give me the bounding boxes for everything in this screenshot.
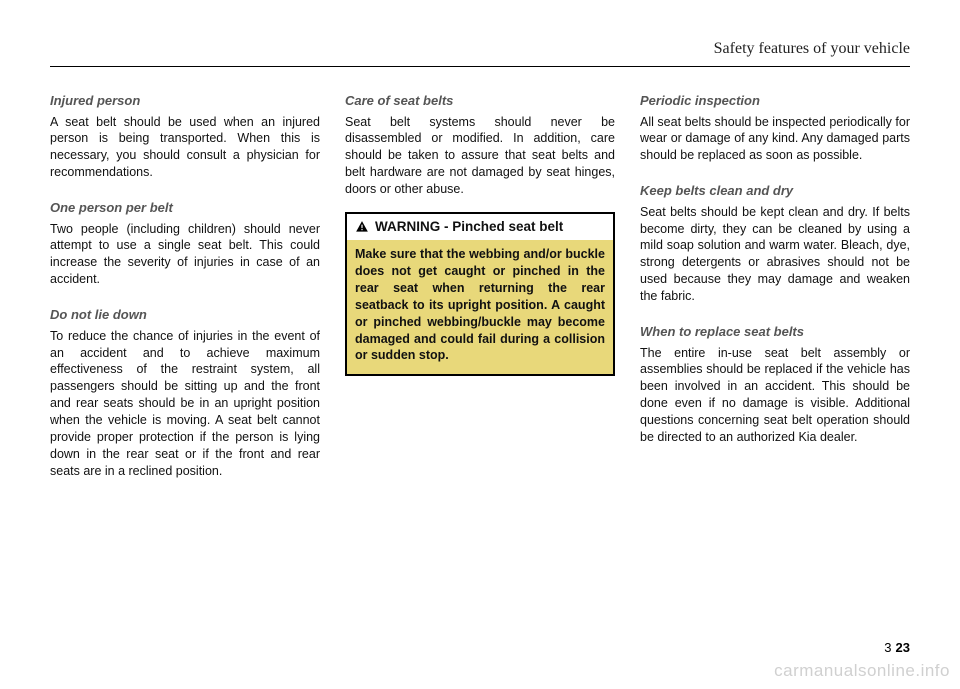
section-heading: Keep belts clean and dry xyxy=(640,182,910,200)
column-right: Periodic inspection All seat belts shoul… xyxy=(640,92,910,480)
manual-page: Safety features of your vehicle Injured … xyxy=(0,0,960,689)
page-header: Safety features of your vehicle xyxy=(50,40,910,67)
watermark: carmanualsonline.info xyxy=(774,661,950,681)
warning-box: WARNING - Pinched seat belt Make sure th… xyxy=(345,212,615,376)
section-heading: When to replace seat belts xyxy=(640,323,910,341)
section-body: Seat belt systems should never be disass… xyxy=(345,114,615,198)
content-columns: Injured person A seat belt should be use… xyxy=(50,92,910,480)
section-number: 3 xyxy=(884,640,891,655)
section-heading: One person per belt xyxy=(50,199,320,217)
section-heading: Periodic inspection xyxy=(640,92,910,110)
page-footer: 3 23 xyxy=(884,640,910,655)
section-body: Seat belts should be kept clean and dry.… xyxy=(640,204,910,305)
section-body: A seat belt should be used when an injur… xyxy=(50,114,320,182)
column-center: Care of seat belts Seat belt systems sho… xyxy=(345,92,615,480)
warning-icon xyxy=(355,220,369,234)
section-heading: Injured person xyxy=(50,92,320,110)
chapter-title: Safety features of your vehicle xyxy=(714,40,910,57)
section-heading: Care of seat belts xyxy=(345,92,615,110)
warning-title: Pinched seat belt xyxy=(452,219,563,234)
section-heading: Do not lie down xyxy=(50,306,320,324)
column-left: Injured person A seat belt should be use… xyxy=(50,92,320,480)
section-body: All seat belts should be inspected perio… xyxy=(640,114,910,165)
warning-body: Make sure that the webbing and/or buckle… xyxy=(347,240,613,374)
page-number: 23 xyxy=(896,640,910,655)
section-body: To reduce the chance of injuries in the … xyxy=(50,328,320,480)
warning-title-wrap: WARNING - Pinched seat belt xyxy=(375,218,605,236)
section-body: The entire in-use seat belt assembly or … xyxy=(640,345,910,446)
warning-label: WARNING - xyxy=(375,219,449,234)
warning-header: WARNING - Pinched seat belt xyxy=(347,214,613,240)
section-body: Two people (including children) should n… xyxy=(50,221,320,289)
